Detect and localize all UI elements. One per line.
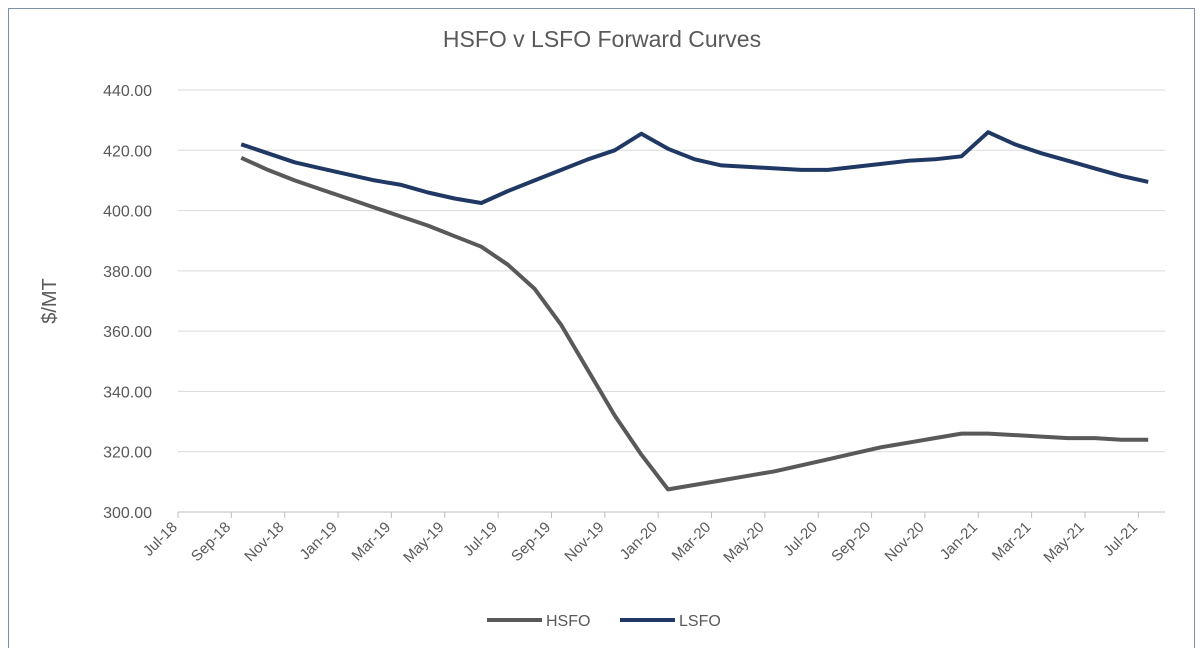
chart-title: HSFO v LSFO Forward Curves bbox=[443, 26, 761, 52]
legend-label: LSFO bbox=[679, 613, 721, 630]
y-tick-label: 360.00 bbox=[103, 324, 152, 341]
y-tick-label: 400.00 bbox=[103, 204, 152, 221]
y-tick-label: 300.00 bbox=[103, 505, 152, 522]
y-axis-label: $/MT bbox=[39, 278, 61, 324]
line-series bbox=[240, 130, 1149, 205]
chart-border bbox=[8, 8, 1195, 648]
y-tick-label: 440.00 bbox=[103, 83, 152, 100]
y-tick-label: 380.00 bbox=[103, 264, 152, 281]
y-tick-label: 420.00 bbox=[103, 143, 152, 160]
legend-label: HSFO bbox=[546, 613, 590, 630]
line-series bbox=[240, 155, 1149, 492]
y-tick-label: 320.00 bbox=[103, 445, 152, 462]
y-tick-label: 340.00 bbox=[103, 384, 152, 401]
